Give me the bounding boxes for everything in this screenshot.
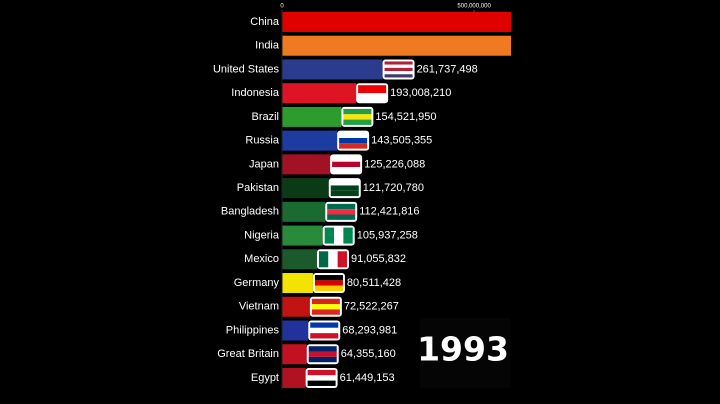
flag-stripe [307,380,336,386]
flag-stripe [314,275,343,281]
bar [282,249,317,270]
bar [282,59,383,80]
value-label: 154,521,950 [375,111,436,123]
bar [282,106,342,127]
flag-stripe [358,85,387,94]
flag-stripe [310,322,339,328]
y-tick-label: Egypt [251,372,279,384]
bar [282,130,338,151]
x-tick-label: 500,000,000 [457,4,491,10]
flag-stripe [311,298,340,305]
flag-stripe [384,74,413,78]
bar [282,12,511,32]
value-label: 112,421,816 [359,206,419,218]
value-label: 193,008,210 [390,87,451,99]
flag-stripe [327,214,356,220]
flag-stripe [314,280,343,286]
flag-stripe [327,203,356,210]
y-tick-label: Bangladesh [221,206,279,218]
bar [282,367,306,388]
y-tick-label: Philippines [226,324,280,336]
flag-stripe [308,356,337,363]
flag-stripe [307,375,336,381]
value-label: 143,505,355 [371,135,432,147]
flag-stripe [343,114,372,120]
flag-stripe [307,369,336,376]
flag-stripe [310,333,339,339]
y-tick-label: Russia [245,135,280,147]
bar [282,154,331,175]
flag-stripe [330,185,359,191]
y-tick-label: Brazil [251,111,279,123]
flag-stripe [330,190,359,197]
value-label: 64,355,160 [341,348,396,360]
flag-stripe [328,251,338,268]
y-tick-label: United States [213,63,280,75]
flag-stripe [343,108,372,115]
bar [282,35,511,56]
bars [282,12,511,388]
flag-stripe [314,285,343,292]
flag-stripe [358,93,387,102]
y-tick-label: India [255,40,280,52]
flag-stripe [330,180,359,186]
y-tick-label: Nigeria [244,229,280,241]
flag-stripe [332,161,361,168]
value-label: 80,511,428 [347,277,401,289]
value-label: 261,737,498 [417,63,478,75]
bar [282,178,329,199]
flag-stripe [332,156,361,162]
value-label: 72,522,267 [344,301,399,313]
value-label: 125,226,088 [364,158,425,170]
year-panel [420,318,510,388]
x-tick-label: 0 [280,4,284,10]
flag-stripe [332,167,361,173]
flag-stripe [384,71,413,75]
bar [282,320,309,341]
y-tick-label: Indonesia [231,87,280,99]
flag-stripe [337,251,347,268]
bar [282,344,307,365]
y-tick-label: Mexico [244,253,279,265]
y-tick-label: China [250,16,280,28]
flag-stripe [311,309,340,315]
flag-stripe [339,137,368,144]
flag-stripe [308,351,337,357]
flag-stripe [334,227,344,244]
y-tick-label: Japan [249,158,279,170]
flag-stripe [308,346,337,352]
flag-stripe [343,119,372,125]
value-label: 61,449,153 [340,372,395,384]
flag-stripe [339,143,368,149]
flag-stripe [311,304,340,310]
bar [282,225,323,246]
year-label: 1993 [417,330,509,369]
value-label: 68,293,981 [342,324,397,336]
y-tick-label: Great Britain [217,348,279,360]
flag-stripe [384,61,413,65]
bar [282,273,313,294]
flag-stripe [324,227,335,244]
flag-stripe [318,251,329,268]
bar [282,201,326,222]
y-tick-label: Vietnam [239,301,279,313]
bar [282,296,310,317]
flag-stripe [384,67,413,72]
flag-stripe [384,64,413,68]
bar [282,83,357,104]
flag-stripe [343,227,353,244]
flag-stripe [310,327,339,334]
value-label: 105,937,258 [357,229,418,241]
y-tick-label: Pakistan [237,182,279,194]
flag-stripe [339,132,368,138]
y-tick-label: Germany [234,277,280,289]
value-label: 121,720,780 [363,182,424,194]
value-label: 91,055,832 [351,253,406,265]
flag-stripe [327,209,356,215]
